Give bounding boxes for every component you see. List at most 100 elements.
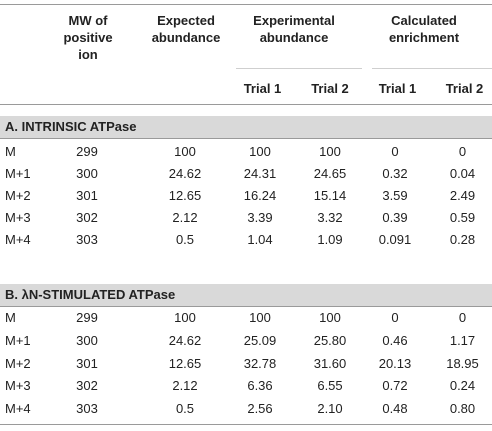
row-label: M+1 xyxy=(5,333,31,348)
row-label: M+4 xyxy=(5,232,31,247)
cell-calc-trial2: 0.28 xyxy=(449,232,476,247)
cell-calc-trial1: 0 xyxy=(391,310,399,325)
header-experimental-line1: Experimental xyxy=(253,13,335,28)
cell-exp-trial1: 100 xyxy=(249,144,271,159)
cell-expected: 0.5 xyxy=(175,401,195,416)
cell-exp-trial2: 24.65 xyxy=(313,166,347,181)
section-a-band xyxy=(0,116,492,138)
row-label: M+3 xyxy=(5,210,31,225)
cell-expected: 24.62 xyxy=(168,333,202,348)
section-b-rule xyxy=(0,306,492,307)
table-row: M+4 303 0.5 1.04 1.09 0.091 0.28 xyxy=(0,229,492,251)
cell-exp-trial2: 1.09 xyxy=(317,232,343,247)
row-label: M xyxy=(5,310,16,325)
header-calculated-line2: enrichment xyxy=(388,30,460,45)
cell-expected: 24.62 xyxy=(168,166,202,181)
cell-calc-trial1: 0.72 xyxy=(382,378,408,393)
cell-exp-trial1: 1.04 xyxy=(247,232,273,247)
header-exp-trial1: Trial 1 xyxy=(243,81,282,96)
cell-calc-trial1: 0.091 xyxy=(378,232,412,247)
calculated-span-rule xyxy=(372,68,492,69)
cell-mw: 299 xyxy=(76,310,98,325)
cell-exp-trial1: 100 xyxy=(249,310,271,325)
cell-calc-trial2: 0.24 xyxy=(449,378,476,393)
cell-mw: 303 xyxy=(76,401,98,416)
cell-calc-trial1: 3.59 xyxy=(382,188,408,203)
cell-exp-trial1: 24.31 xyxy=(243,166,277,181)
cell-expected: 100 xyxy=(174,310,196,325)
cell-exp-trial2: 100 xyxy=(319,144,341,159)
cell-mw: 300 xyxy=(76,333,98,348)
cell-calc-trial1: 0 xyxy=(391,144,399,159)
row-label: M+2 xyxy=(5,356,31,371)
row-label: M+2 xyxy=(5,188,31,203)
table-row: M 299 100 100 100 0 0 xyxy=(0,307,492,329)
header-mw-line3: ion xyxy=(78,47,98,62)
table-row: M+3 302 2.12 6.36 6.55 0.72 0.24 xyxy=(0,375,492,397)
section-b-title: B. λN-STIMULATED ATPase xyxy=(5,287,176,302)
cell-exp-trial2: 3.32 xyxy=(317,210,343,225)
header-calc-trial2: Trial 2 xyxy=(445,81,484,96)
cell-exp-trial1: 2.56 xyxy=(247,401,273,416)
cell-mw: 303 xyxy=(76,232,98,247)
cell-calc-trial2: 0.59 xyxy=(449,210,476,225)
cell-expected: 0.5 xyxy=(175,232,195,247)
header-exp-trial2: Trial 2 xyxy=(311,81,349,96)
cell-calc-trial1: 20.13 xyxy=(378,356,412,371)
cell-expected: 12.65 xyxy=(168,188,202,203)
table-row: M+1 300 24.62 24.31 24.65 0.32 0.04 xyxy=(0,163,492,185)
table-row: M+1 300 24.62 25.09 25.80 0.46 1.17 xyxy=(0,330,492,352)
header-experimental-line2: abundance xyxy=(259,30,329,45)
cell-calc-trial2: 18.95 xyxy=(446,356,479,371)
table-row: M+2 301 12.65 32.78 31.60 20.13 18.95 xyxy=(0,353,492,375)
table-row: M+2 301 12.65 16.24 15.14 3.59 2.49 xyxy=(0,185,492,207)
header-expected: Expected abundance xyxy=(140,12,232,46)
cell-exp-trial1: 25.09 xyxy=(243,333,277,348)
header-mw: MW of positive ion xyxy=(58,12,118,63)
cell-exp-trial1: 6.36 xyxy=(247,378,273,393)
experimental-span-rule xyxy=(236,68,362,69)
header-expected-line1: Expected xyxy=(157,13,215,28)
row-label: M+3 xyxy=(5,378,31,393)
cell-exp-trial2: 25.80 xyxy=(313,333,347,348)
cell-exp-trial2: 100 xyxy=(319,310,341,325)
cell-exp-trial1: 16.24 xyxy=(243,188,277,203)
cell-exp-trial1: 32.78 xyxy=(243,356,277,371)
cell-mw: 299 xyxy=(76,144,98,159)
cell-calc-trial1: 0.32 xyxy=(382,166,408,181)
table-row: M 299 100 100 100 0 0 xyxy=(0,141,492,163)
header-mw-line2: positive xyxy=(63,30,113,45)
cell-calc-trial2: 0 xyxy=(458,144,467,159)
row-label: M xyxy=(5,144,16,159)
header-experimental: Experimental abundance xyxy=(236,12,352,46)
cell-calc-trial2: 0.04 xyxy=(449,166,476,181)
cell-calc-trial2: 2.49 xyxy=(449,188,476,203)
cell-calc-trial1: 0.48 xyxy=(382,401,408,416)
cell-exp-trial2: 2.10 xyxy=(317,401,343,416)
header-mw-line1: MW of xyxy=(68,13,108,28)
header-calculated-line1: Calculated xyxy=(391,13,457,28)
cell-mw: 302 xyxy=(76,210,98,225)
cell-calc-trial1: 0.46 xyxy=(382,333,408,348)
cell-expected: 2.12 xyxy=(172,378,198,393)
table-bottom-rule xyxy=(0,424,492,425)
section-b-band xyxy=(0,284,492,306)
cell-expected: 2.12 xyxy=(172,210,198,225)
cell-mw: 302 xyxy=(76,378,98,393)
cell-exp-trial1: 3.39 xyxy=(247,210,273,225)
section-a-rule xyxy=(0,138,492,139)
table-row: M+3 302 2.12 3.39 3.32 0.39 0.59 xyxy=(0,207,492,229)
cell-exp-trial2: 31.60 xyxy=(313,356,347,371)
header-calculated: Calculated enrichment xyxy=(372,12,476,46)
cell-exp-trial2: 15.14 xyxy=(313,188,347,203)
cell-mw: 300 xyxy=(76,166,98,181)
cell-calc-trial1: 0.39 xyxy=(382,210,408,225)
cell-calc-trial2: 1.17 xyxy=(449,333,476,348)
cell-mw: 301 xyxy=(76,188,98,203)
row-label: M+4 xyxy=(5,401,31,416)
cell-exp-trial2: 6.55 xyxy=(317,378,343,393)
cell-calc-trial2: 0.80 xyxy=(449,401,476,416)
cell-expected: 12.65 xyxy=(168,356,202,371)
table-top-rule xyxy=(0,4,492,5)
